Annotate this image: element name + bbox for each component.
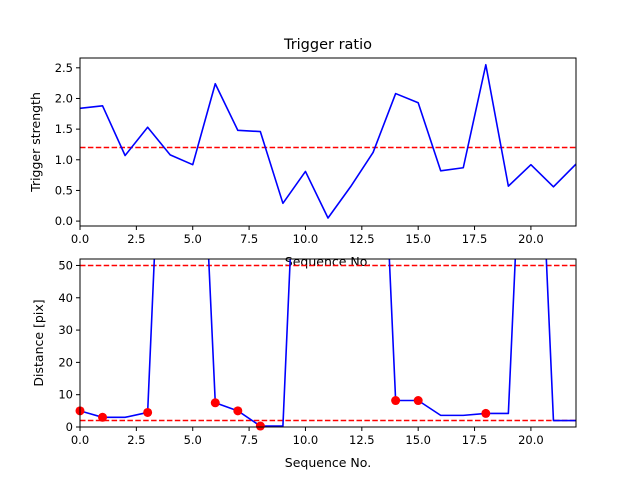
x-axis-label: Sequence No. xyxy=(285,254,371,269)
data-point-marker xyxy=(143,407,153,417)
data-point-marker xyxy=(233,406,243,416)
x-tick-label: 0.0 xyxy=(71,433,89,447)
axes-frame xyxy=(79,57,577,227)
x-tick-label: 10.0 xyxy=(293,232,319,246)
y-tick-label: 20 xyxy=(58,355,73,369)
x-tick-label: 15.0 xyxy=(405,232,431,246)
data-layer xyxy=(80,259,576,427)
y-tick-label: 0 xyxy=(66,420,73,434)
y-tick-label: 40 xyxy=(58,291,73,305)
y-tick-label: 50 xyxy=(58,258,73,272)
y-tick-label: 10 xyxy=(58,388,73,402)
data-point-marker xyxy=(391,396,401,406)
x-tick-label: 7.5 xyxy=(240,433,258,447)
x-tick-label: 7.5 xyxy=(240,232,258,246)
data-point-marker xyxy=(210,398,220,408)
x-tick-label: 17.5 xyxy=(462,433,488,447)
plot-area: 0.0 2.5 5.0 7.5 10.0 12.5 15.0 17.5 20.0 0.0 0.5 1.… xyxy=(55,57,577,246)
y-tick-label: 0.0 xyxy=(55,214,73,228)
series-line xyxy=(80,259,576,427)
x-tick-label: 12.5 xyxy=(349,433,375,447)
y-axis-label: Trigger strength xyxy=(28,92,43,193)
x-tick-label: 17.5 xyxy=(462,232,488,246)
x-tick-label: 5.0 xyxy=(184,232,202,246)
x-tick-label: 20.0 xyxy=(518,232,544,246)
x-tick-label: 2.5 xyxy=(127,433,145,447)
x-tick-label: 5.0 xyxy=(184,433,202,447)
y-tick-label: 2.5 xyxy=(55,61,73,75)
y-axis-label: Distance [pix] xyxy=(31,299,46,386)
x-tick-label: 2.5 xyxy=(127,232,145,246)
y-tick-label: 0.5 xyxy=(55,183,73,197)
x-axis-label: Sequence No. xyxy=(285,455,371,470)
series-line xyxy=(80,63,576,219)
x-tick-label: 12.5 xyxy=(349,232,375,246)
data-point-marker xyxy=(255,421,265,431)
plot-area: 0.0 2.5 5.0 7.5 10.0 12.5 15.0 17.5 20.0 0 10 20 30 4… xyxy=(58,258,577,447)
y-tick-label: 1.5 xyxy=(55,122,73,136)
y-tick-label: 2.0 xyxy=(55,91,73,105)
data-layer xyxy=(80,63,576,219)
y-tick-label: 30 xyxy=(58,323,73,337)
x-tick-label: 15.0 xyxy=(405,433,431,447)
x-tick-label: 0.0 xyxy=(71,232,89,246)
chart-title: Trigger ratio xyxy=(283,37,372,53)
x-tick-label: 10.0 xyxy=(293,433,319,447)
distance-panel: Distance [pix] Sequence No. 0.0 2.5 5.0 7.5… xyxy=(31,258,577,470)
data-point-marker xyxy=(98,412,108,422)
data-point-marker xyxy=(413,396,423,406)
axes-frame xyxy=(79,258,577,428)
y-tick-label: 1.0 xyxy=(55,153,73,167)
data-point-marker xyxy=(481,408,491,418)
x-tick-label: 20.0 xyxy=(518,433,544,447)
